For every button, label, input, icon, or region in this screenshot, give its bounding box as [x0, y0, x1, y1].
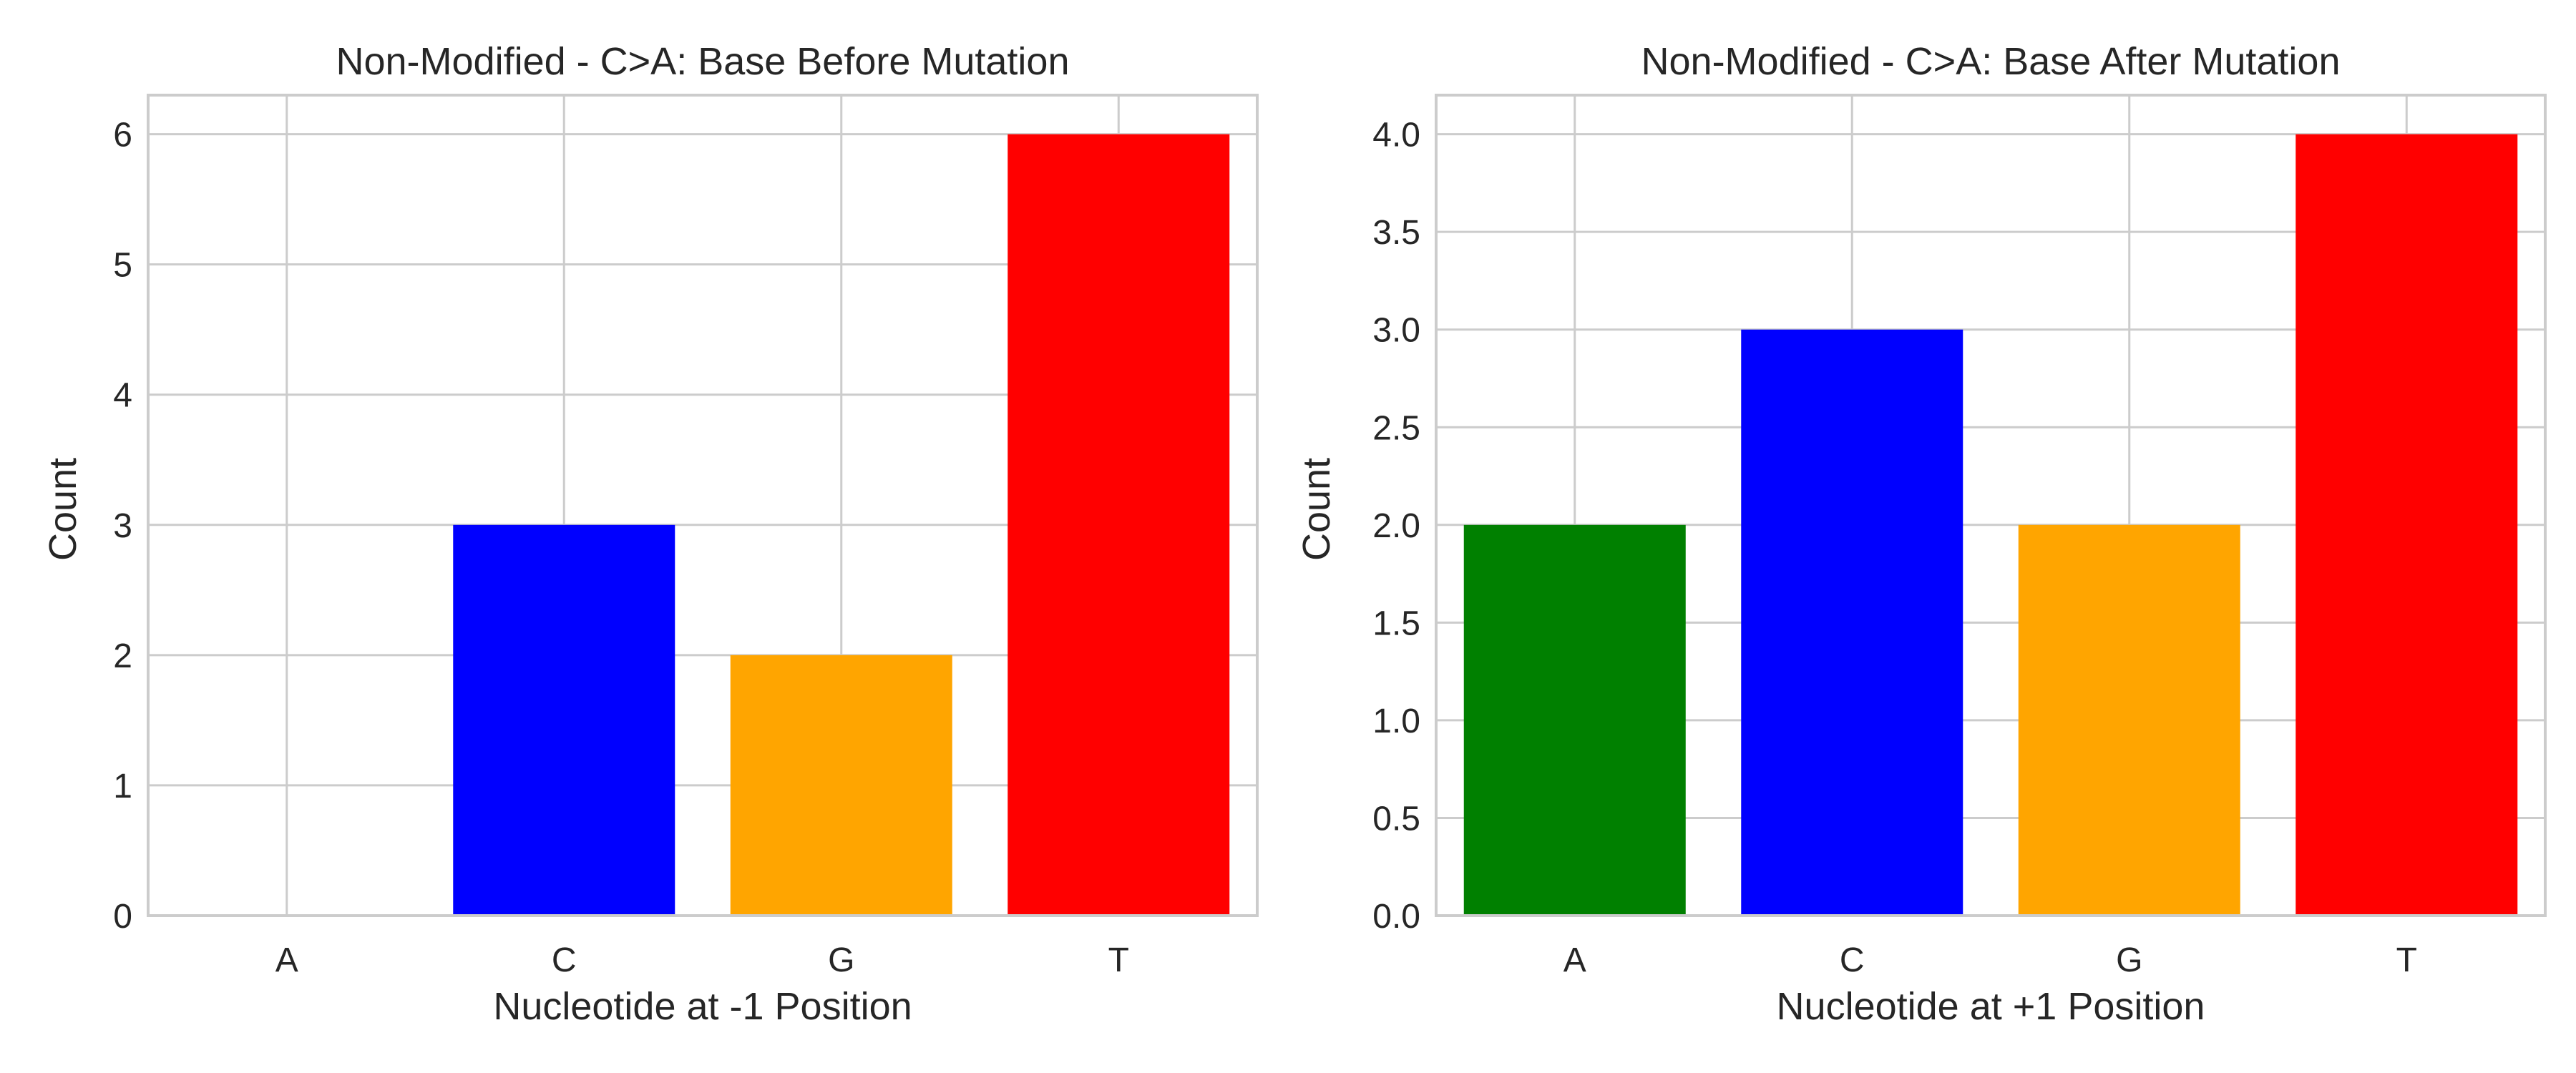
x-tick-label: G [828, 941, 854, 979]
x-tick-label: A [1563, 941, 1586, 979]
x-tick-label: T [1108, 941, 1129, 979]
y-tick-label: 0 [113, 898, 132, 936]
chart-title: Non-Modified - C>A: Base Before Mutation [336, 40, 1070, 83]
bar-c [453, 524, 675, 916]
x-tick-label: A [275, 941, 298, 979]
x-axis-label: Nucleotide at -1 Position [493, 985, 912, 1028]
bar-g [730, 655, 952, 916]
y-tick-label: 0.0 [1372, 898, 1420, 936]
y-tick-label: 2.0 [1372, 507, 1420, 545]
bar-t [1008, 134, 1230, 916]
plot-area: 0.0 0.5 1.0 1.5 2.0 2.5 3.0 3.5 4.0 A C G T [1372, 94, 2547, 979]
bar-g [2018, 524, 2240, 916]
chart-panel-before-mutation: Non-Modified - C>A: Base Before Mutation… [42, 40, 1259, 1028]
chart-title: Non-Modified - C>A: Base After Mutation [1641, 40, 2341, 83]
x-axis-label: Nucleotide at +1 Position [1777, 985, 2205, 1028]
y-tick-label: 4.0 [1372, 117, 1420, 155]
axes-frame [147, 94, 1259, 917]
bar-t [2296, 134, 2518, 916]
x-tick-label: T [2396, 941, 2417, 979]
y-tick-label: 6 [113, 117, 132, 155]
y-tick-label: 1.5 [1372, 604, 1420, 642]
y-axis-label: Count [1295, 458, 1338, 561]
y-tick-label: 3.5 [1372, 214, 1420, 252]
y-tick-label: 3 [113, 507, 132, 545]
y-axis-label: Count [42, 458, 84, 561]
chart-panel-after-mutation: Non-Modified - C>A: Base After Mutation … [1295, 40, 2547, 1028]
y-tick-label: 2.5 [1372, 409, 1420, 447]
x-tick-label: G [2116, 941, 2142, 979]
bar-c [1741, 329, 1963, 916]
x-tick-label: C [1840, 941, 1865, 979]
y-tick-label: 5 [113, 247, 132, 285]
y-tick-label: 0.5 [1372, 800, 1420, 838]
y-tick-label: 2 [113, 637, 132, 675]
axes-frame [1435, 94, 2547, 917]
y-tick-label: 3.0 [1372, 312, 1420, 350]
bar-a [1463, 524, 1686, 916]
y-tick-label: 1 [113, 768, 132, 805]
y-tick-label: 1.0 [1372, 702, 1420, 740]
plot-area: 0 1 2 3 4 5 6 A C G T [113, 94, 1259, 979]
y-tick-label: 4 [113, 377, 132, 415]
x-tick-label: C [552, 941, 577, 979]
